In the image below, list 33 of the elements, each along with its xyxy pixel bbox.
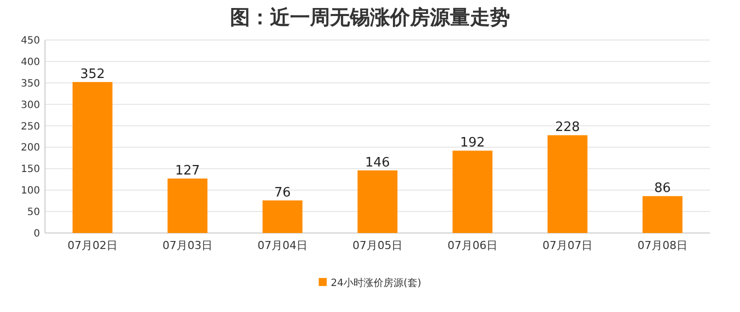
data-label: 352 [80, 67, 105, 82]
y-tick-label: 450 [20, 36, 40, 46]
x-tick-label: 07月07日 [542, 239, 592, 252]
bar [262, 200, 302, 233]
x-tick-label: 07月05日 [352, 239, 402, 252]
bar [642, 196, 682, 233]
bar [548, 135, 588, 233]
data-label: 127 [175, 164, 200, 179]
y-tick-label: 0 [34, 228, 40, 240]
chart-title: 图：近一周无锡涨价房源量走势 [230, 5, 510, 29]
y-tick-label: 200 [20, 142, 40, 154]
y-tick-label: 100 [20, 186, 40, 197]
data-label: 146 [365, 155, 390, 170]
legend-label: 24小时涨价房源(套) [330, 277, 422, 289]
data-label: 228 [555, 120, 580, 136]
y-tick-label: 300 [20, 100, 40, 111]
y-tick-label: 50 [27, 207, 40, 218]
data-label: 86 [654, 181, 671, 196]
y-tick-label: 400 [20, 56, 40, 68]
bar [452, 150, 492, 233]
x-tick-label: 07月02日 [68, 239, 118, 252]
y-tick-label: 150 [20, 164, 40, 176]
x-tick-label: 07月03日 [162, 239, 212, 252]
x-tick-label: 07月06日 [448, 239, 498, 252]
x-tick-label: 07月08日 [638, 239, 688, 252]
x-tick-label: 07月04日 [258, 239, 308, 252]
y-tick-label: 250 [20, 121, 40, 132]
data-label: 192 [460, 136, 485, 151]
bar [358, 170, 398, 233]
bar [168, 178, 208, 233]
y-tick-label: 350 [20, 78, 40, 90]
bar [72, 82, 112, 233]
data-label: 76 [274, 185, 291, 200]
